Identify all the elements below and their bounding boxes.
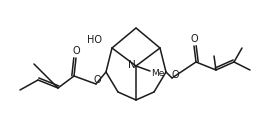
Text: O: O: [93, 75, 101, 85]
Text: O: O: [190, 34, 198, 44]
Text: Me: Me: [151, 68, 165, 78]
Text: N: N: [128, 60, 136, 70]
Text: HO: HO: [87, 35, 102, 45]
Text: O: O: [72, 46, 80, 56]
Text: O: O: [171, 70, 179, 80]
